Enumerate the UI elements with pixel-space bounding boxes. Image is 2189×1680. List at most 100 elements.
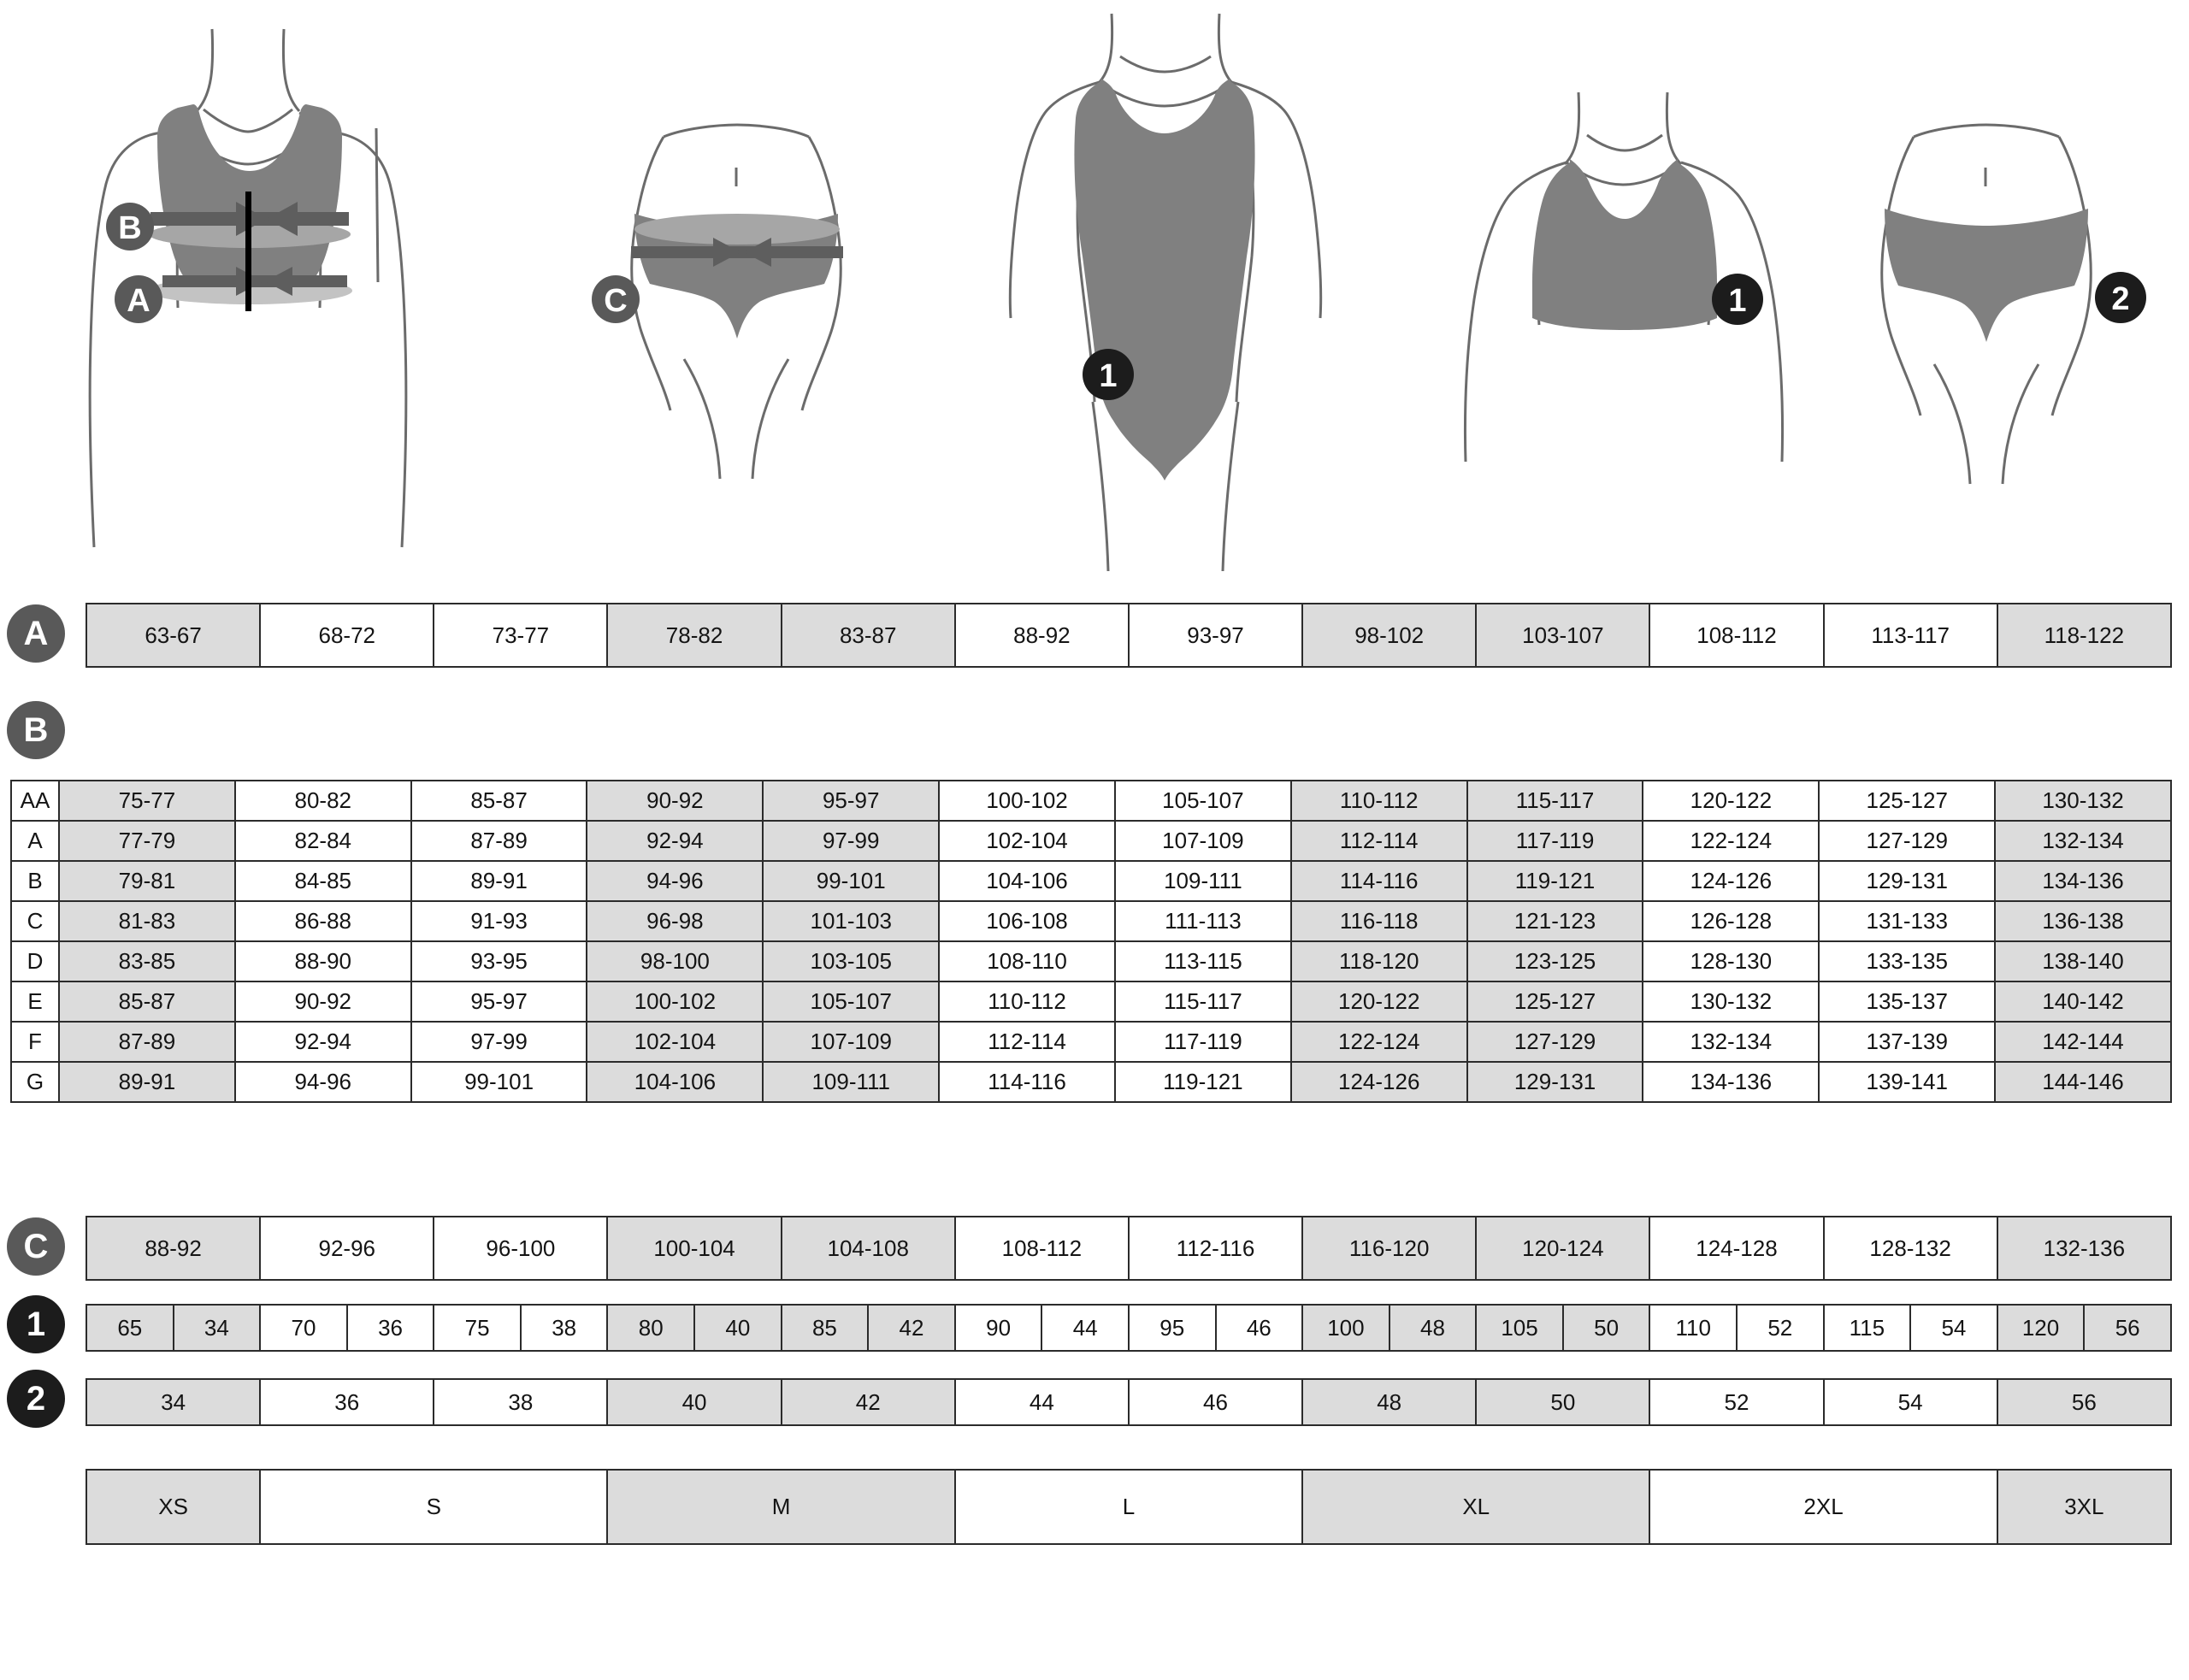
svg-text:2: 2 bbox=[2111, 281, 2129, 317]
cell-bust-4-7: 118-120 bbox=[1289, 940, 1468, 982]
cell-letter-size-4: XL bbox=[1301, 1469, 1651, 1545]
hip-measure-figure: C bbox=[581, 0, 889, 581]
cell-letter-size-3: L bbox=[953, 1469, 1304, 1545]
cell-bust-7-9: 134-136 bbox=[1642, 1061, 1820, 1103]
svg-text:C: C bbox=[604, 283, 627, 319]
cell-band-fr-8: 105 bbox=[1475, 1304, 1564, 1352]
table-row: G 89-91 94-96 99-101 104-106 109-111 114-116 11… bbox=[10, 1061, 2172, 1103]
cell-bust-5-4: 105-107 bbox=[762, 981, 941, 1023]
cell-bust-4-2: 93-95 bbox=[410, 940, 588, 982]
cell-bust-5-6: 115-117 bbox=[1113, 981, 1292, 1023]
illustration-band: B A bbox=[0, 0, 2189, 581]
cell-size-eu-6: 46 bbox=[1127, 1378, 1304, 1426]
table-row: XS S M L XL 2XL 3XL bbox=[85, 1469, 2173, 1545]
table-row: A 77-79 82-84 87-89 92-94 97-99 102-104 107-109… bbox=[10, 820, 2172, 862]
cell-size-eu-9: 52 bbox=[1649, 1378, 1825, 1426]
cell-bust-1-7: 112-114 bbox=[1289, 820, 1468, 862]
table-row: AA 75-77 80-82 85-87 90-92 95-97 100-102 105-10… bbox=[10, 780, 2172, 822]
table-row: B 79-81 84-85 89-91 94-96 99-101 104-106 109-11… bbox=[10, 860, 2172, 902]
cell-bust-3-0: 81-83 bbox=[58, 900, 236, 942]
cell-bust-7-5: 114-116 bbox=[938, 1061, 1116, 1103]
cell-bust-4-3: 98-100 bbox=[586, 940, 764, 982]
cell-bust-3-4: 101-103 bbox=[762, 900, 941, 942]
swimsuit-one-piece-figure: 1 bbox=[949, 0, 1394, 581]
cell-size-eu-2: 38 bbox=[433, 1378, 609, 1426]
cell-band-eu-1: 36 bbox=[345, 1304, 435, 1352]
cell-hips-10: 128-132 bbox=[1822, 1216, 1998, 1281]
cell-band-eu-8: 50 bbox=[1561, 1304, 1651, 1352]
cell-cup-label-2: B bbox=[10, 860, 60, 902]
cell-underbust-2: 73-77 bbox=[433, 603, 609, 668]
cell-letter-size-5: 2XL bbox=[1649, 1469, 1998, 1545]
cell-underbust-5: 88-92 bbox=[953, 603, 1130, 668]
cell-bust-3-5: 106-108 bbox=[938, 900, 1116, 942]
cell-bust-6-11: 142-144 bbox=[1994, 1021, 2172, 1063]
table-garment-size-2: 34 36 38 40 42 44 46 48 50 52 54 56 bbox=[85, 1378, 2173, 1426]
row-label-b: B bbox=[7, 701, 65, 759]
cell-bust-2-8: 119-121 bbox=[1466, 860, 1644, 902]
cell-size-eu-4: 42 bbox=[780, 1378, 956, 1426]
cell-bust-6-3: 102-104 bbox=[586, 1021, 764, 1063]
row-label-a: A bbox=[7, 604, 65, 663]
cell-bust-2-1: 84-85 bbox=[233, 860, 412, 902]
badge-a-circle bbox=[115, 275, 162, 323]
cell-band-eu-5: 44 bbox=[1041, 1304, 1130, 1352]
cell-bust-7-11: 144-146 bbox=[1994, 1061, 2172, 1103]
table-row: 65 34 70 36 75 38 80 40 85 42 90 44 95 46 100 48 105 50 11… bbox=[86, 1304, 2172, 1352]
cell-hips-11: 132-136 bbox=[1996, 1216, 2173, 1281]
cell-bust-6-9: 132-134 bbox=[1642, 1021, 1820, 1063]
cell-size-eu-3: 40 bbox=[606, 1378, 782, 1426]
cell-bust-0-0: 75-77 bbox=[58, 780, 236, 822]
cell-underbust-8: 103-107 bbox=[1475, 603, 1651, 668]
cell-bust-5-8: 125-127 bbox=[1466, 981, 1644, 1023]
badge-1-circle bbox=[1712, 274, 1763, 325]
table-underbust-a-body: 63-67 68-72 73-77 78-82 83-87 88-92 93-97 98-10… bbox=[85, 603, 2173, 668]
cell-underbust-7: 98-102 bbox=[1301, 603, 1478, 668]
bust-underbust-measure-figure: B A bbox=[68, 0, 428, 581]
row-label-1: 1 bbox=[7, 1295, 65, 1353]
cell-bust-0-9: 120-122 bbox=[1642, 780, 1820, 822]
cell-bust-1-2: 87-89 bbox=[410, 820, 588, 862]
cell-letter-size-6: 3XL bbox=[1996, 1469, 2173, 1545]
cell-bust-1-5: 102-104 bbox=[938, 820, 1116, 862]
cell-bust-1-4: 97-99 bbox=[762, 820, 941, 862]
cell-hips-5: 108-112 bbox=[953, 1216, 1130, 1281]
cell-band-fr-10: 115 bbox=[1822, 1304, 1912, 1352]
cell-band-fr-0: 65 bbox=[86, 1304, 174, 1352]
cell-bust-0-7: 110-112 bbox=[1289, 780, 1468, 822]
table-row: C 81-83 86-88 91-93 96-98 101-103 106-108 111-1… bbox=[10, 900, 2172, 942]
cell-band-fr-5: 90 bbox=[953, 1304, 1043, 1352]
cell-size-eu-7: 48 bbox=[1301, 1378, 1478, 1426]
cell-bust-3-3: 96-98 bbox=[586, 900, 764, 942]
cell-bust-4-10: 133-135 bbox=[1818, 940, 1997, 982]
cell-bust-4-11: 138-140 bbox=[1994, 940, 2172, 982]
cell-bust-7-3: 104-106 bbox=[586, 1061, 764, 1103]
cell-bust-7-7: 124-126 bbox=[1289, 1061, 1468, 1103]
cell-letter-size-0: XS bbox=[85, 1469, 262, 1545]
table-row: F 87-89 92-94 97-99 102-104 107-109 112-114 117… bbox=[10, 1021, 2172, 1063]
cell-bust-6-0: 87-89 bbox=[58, 1021, 236, 1063]
table-row: 34 36 38 40 42 44 46 48 50 52 54 56 bbox=[85, 1378, 2173, 1426]
cell-bust-5-9: 130-132 bbox=[1642, 981, 1820, 1023]
svg-text:B: B bbox=[118, 210, 141, 246]
cell-band-eu-2: 38 bbox=[519, 1304, 609, 1352]
badge-1-circle bbox=[1083, 349, 1134, 400]
cell-bust-1-1: 82-84 bbox=[233, 820, 412, 862]
table-row: 63-67 68-72 73-77 78-82 83-87 88-92 93-97 98-10… bbox=[85, 603, 2173, 668]
cell-cup-label-6: F bbox=[10, 1021, 60, 1063]
cell-band-eu-3: 40 bbox=[693, 1304, 782, 1352]
cell-bust-2-7: 114-116 bbox=[1289, 860, 1468, 902]
cell-bust-6-2: 97-99 bbox=[410, 1021, 588, 1063]
cell-bust-1-11: 132-134 bbox=[1994, 820, 2172, 862]
cell-band-fr-3: 80 bbox=[606, 1304, 696, 1352]
cell-bust-7-1: 94-96 bbox=[233, 1061, 412, 1103]
cell-bust-3-7: 116-118 bbox=[1289, 900, 1468, 942]
table-bra-band-1-body: 65 34 70 36 75 38 80 40 85 42 90 44 95 46 100 48 105 50 11… bbox=[86, 1304, 2172, 1352]
cell-bust-1-9: 122-124 bbox=[1642, 820, 1820, 862]
table-hips-c: 88-92 92-96 96-100 100-104 104-108 108-112 112… bbox=[85, 1216, 2173, 1281]
cell-bust-3-6: 111-113 bbox=[1113, 900, 1292, 942]
cell-underbust-3: 78-82 bbox=[606, 603, 782, 668]
cell-underbust-4: 83-87 bbox=[780, 603, 956, 668]
cell-bust-0-1: 80-82 bbox=[233, 780, 412, 822]
cell-bust-7-0: 89-91 bbox=[58, 1061, 236, 1103]
